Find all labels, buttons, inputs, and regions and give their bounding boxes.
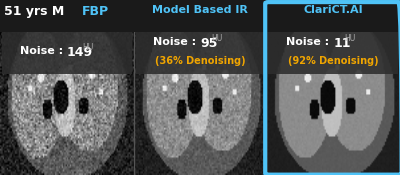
Text: 95: 95 — [200, 37, 218, 50]
Text: 11: 11 — [334, 37, 351, 50]
Text: HU: HU — [344, 34, 355, 43]
Text: HU: HU — [83, 43, 94, 52]
Text: ClariCT.AI: ClariCT.AI — [304, 5, 363, 15]
Text: Noise :: Noise : — [286, 37, 334, 47]
Text: (36% Denoising): (36% Denoising) — [155, 56, 246, 66]
Text: (92% Denoising): (92% Denoising) — [288, 56, 379, 66]
Bar — [2, 32, 132, 74]
Text: FBP: FBP — [82, 5, 109, 18]
Text: 51 yrs M: 51 yrs M — [4, 5, 64, 18]
Text: 149: 149 — [67, 46, 93, 58]
Text: Noise :: Noise : — [20, 46, 67, 55]
Text: HU: HU — [211, 34, 222, 43]
Bar — [136, 32, 264, 74]
Bar — [0, 0, 400, 32]
Text: Noise :: Noise : — [154, 37, 200, 47]
Bar — [268, 32, 398, 74]
Text: Model Based IR: Model Based IR — [152, 5, 248, 15]
